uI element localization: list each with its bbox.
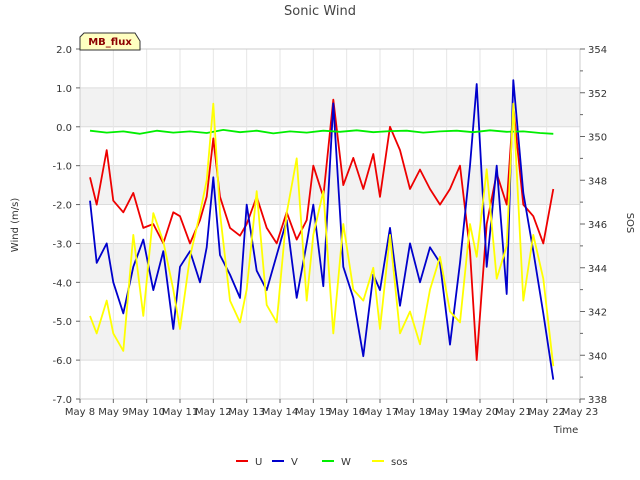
x-tick-label: May 19 <box>428 407 465 418</box>
x-tick-label: May 18 <box>395 407 432 418</box>
x-tick-label: May 14 <box>262 407 299 418</box>
x-tick-label: May 16 <box>328 407 365 418</box>
x-tick-label: May 15 <box>295 407 332 418</box>
x-tick-label: May 8 <box>65 407 95 418</box>
legend-item-w: W <box>322 457 351 468</box>
legend-label: sos <box>391 457 408 468</box>
y2-tick-label: 350 <box>588 133 607 144</box>
y2-tick-label: 348 <box>588 176 607 187</box>
band <box>80 87 580 127</box>
y2-tick-label: 340 <box>588 351 607 362</box>
x-tick-label: May 9 <box>98 407 128 418</box>
y-tick-label: -6.0 <box>52 356 72 367</box>
y-tick-label: -4.0 <box>52 278 72 289</box>
site-badge: MB_flux <box>79 32 141 51</box>
y-tick-label: 0.0 <box>56 123 72 134</box>
y-tick-label: -2.0 <box>52 201 72 212</box>
band <box>80 321 580 361</box>
y2-axis-ticks: 354 352 350 348 346 344 342 340 338 <box>580 45 607 406</box>
y2-tick-label: 344 <box>588 264 607 275</box>
series-line-w <box>89 128 554 135</box>
y-tick-label: 1.0 <box>56 84 72 95</box>
y-axis-title: Wind (m/s) <box>10 198 21 253</box>
badge-label: MB_flux <box>88 37 132 48</box>
x-tick-label: May 17 <box>362 407 399 418</box>
y-tick-label: -7.0 <box>52 395 72 406</box>
y-tick-label: 2.0 <box>56 45 72 56</box>
badge-box <box>79 32 141 51</box>
y-tick-label: -5.0 <box>52 317 72 328</box>
legend-item-sos: sos <box>372 457 408 468</box>
legend-item-v: V <box>272 457 298 468</box>
y2-tick-label: 338 <box>588 395 607 406</box>
y2-tick-label: 354 <box>588 45 607 56</box>
x-tick-label: May 23 <box>562 407 599 418</box>
legend-label: U <box>255 457 262 468</box>
series-line-u <box>89 98 555 362</box>
x-tick-label: May 11 <box>162 407 199 418</box>
x-tick-label: May 12 <box>195 407 232 418</box>
y-axis-ticks: 2.0 1.0 0.0 -1.0 -2.0 -3.0 -4.0 -5.0 -6.0 -7.0 <box>52 45 80 406</box>
legend-label: W <box>341 457 351 468</box>
x-tick-label: May 20 <box>462 407 499 418</box>
x-axis-title: Time <box>553 425 578 436</box>
y2-tick-label: 346 <box>588 220 607 231</box>
x-tick-label: May 13 <box>228 407 265 418</box>
series-layer <box>89 79 555 380</box>
series-line-sos <box>89 102 555 367</box>
x-tick-label: May 21 <box>495 407 532 418</box>
y2-tick-label: 342 <box>588 308 607 319</box>
x-tick-label: May 10 <box>128 407 165 418</box>
legend-item-u: U <box>236 457 262 468</box>
y-tick-label: -1.0 <box>52 162 72 173</box>
y2-tick-label: 352 <box>588 89 607 100</box>
y2-axis-title: SOS <box>624 213 635 234</box>
x-tick-label: May 22 <box>528 407 565 418</box>
legend-label: V <box>291 457 298 468</box>
series-line-v <box>89 79 555 380</box>
chart-title: Sonic Wind <box>284 4 356 19</box>
y-tick-label: -3.0 <box>52 239 72 250</box>
